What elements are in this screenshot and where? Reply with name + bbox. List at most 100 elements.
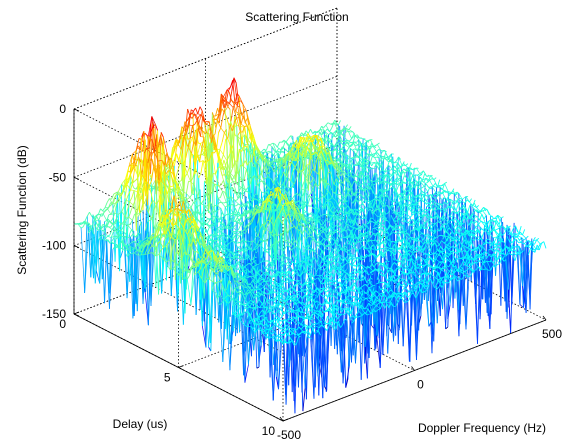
surface-mesh-line	[162, 185, 166, 204]
surface-mesh-line	[403, 162, 406, 166]
surface-mesh-line	[336, 130, 340, 135]
surface-mesh-line	[343, 144, 346, 147]
surface-mesh-line	[405, 163, 409, 166]
surface-mesh-line	[337, 141, 340, 145]
surface-mesh-line	[123, 235, 127, 240]
surface-mesh-line	[333, 158, 338, 161]
surface-mesh-line	[126, 174, 131, 246]
surface-mesh-line	[127, 223, 131, 226]
surface-mesh-line	[251, 161, 256, 167]
surface-mesh-line	[198, 124, 202, 129]
surface-mesh-line	[132, 180, 136, 184]
surface-mesh-line	[352, 152, 356, 160]
surface-mesh-line	[359, 150, 363, 159]
surface-mesh-line	[276, 141, 280, 148]
surface-mesh-line	[118, 211, 122, 215]
surface-mesh-line	[325, 138, 329, 143]
surface-mesh-line	[179, 126, 183, 143]
surface-mesh-line	[157, 161, 162, 182]
surface-mesh-line	[238, 117, 242, 125]
surface-mesh-line	[188, 152, 193, 168]
surface-mesh-line	[256, 177, 260, 181]
surface-mesh-line	[148, 212, 153, 220]
surface-mesh-line	[354, 163, 358, 166]
surface-mesh-line	[206, 200, 210, 207]
surface-mesh-line	[310, 128, 314, 134]
surface-mesh-line	[374, 144, 378, 147]
surface-mesh-line	[244, 126, 249, 148]
surface-mesh-line	[182, 190, 187, 194]
surface-mesh-line	[242, 126, 246, 133]
surface-mesh-line	[232, 187, 237, 193]
surface-mesh-line	[223, 201, 227, 204]
surface-mesh-line	[124, 224, 129, 226]
surface-mesh-line	[208, 121, 214, 140]
surface-mesh-line	[207, 193, 211, 197]
surface-mesh-line	[128, 236, 131, 239]
surface-mesh-line	[193, 201, 196, 203]
surface-mesh-line	[169, 212, 173, 217]
surface-mesh-line	[191, 141, 195, 154]
surface-mesh-line	[135, 192, 139, 200]
surface-mesh-line	[270, 142, 274, 145]
surface-mesh-line	[127, 225, 132, 230]
surface-mesh-line	[265, 158, 270, 167]
surface-mesh-line	[251, 240, 254, 243]
surface-mesh-line	[204, 180, 208, 185]
surface-mesh-line	[336, 153, 340, 156]
surface-mesh-line	[350, 131, 353, 133]
surface-mesh-line	[270, 157, 274, 159]
surface-mesh-line	[133, 241, 138, 245]
surface-mesh-line	[341, 156, 345, 164]
surface-mesh-line	[242, 160, 246, 167]
surface-mesh-line	[117, 191, 121, 195]
surface-mesh-line	[235, 192, 239, 199]
surface-mesh-line	[122, 200, 127, 251]
surface-mesh-line	[236, 148, 240, 162]
surface-mesh-line	[354, 152, 359, 158]
surface-mesh-line	[378, 149, 382, 151]
surface-mesh-line	[98, 238, 103, 240]
surface-mesh-line	[375, 196, 379, 199]
surface-mesh-line	[176, 153, 181, 163]
surface-mesh-line	[226, 116, 230, 125]
surface-mesh-line	[158, 134, 162, 148]
surface-mesh-line	[359, 137, 364, 140]
surface-mesh-line	[129, 197, 133, 203]
surface-mesh-line	[252, 194, 256, 201]
surface-mesh-line	[323, 142, 327, 145]
surface-mesh-line	[209, 192, 213, 195]
surface-mesh-line	[248, 192, 253, 201]
surface-mesh-line	[251, 175, 255, 179]
surface-mesh-line	[206, 174, 210, 185]
surface-mesh-line	[260, 173, 264, 179]
surface-mesh-line	[238, 164, 242, 175]
surface-mesh-line	[95, 220, 99, 227]
surface-mesh-line	[159, 137, 164, 221]
surface-mesh-line	[220, 154, 224, 162]
surface-mesh-line	[121, 206, 125, 212]
surface-mesh-line	[343, 135, 348, 141]
surface-mesh-line	[335, 137, 339, 144]
surface-mesh-line	[286, 152, 290, 156]
surface-mesh-line	[147, 152, 151, 164]
surface-mesh-line	[351, 156, 355, 159]
surface-mesh-line	[190, 202, 194, 208]
surface-mesh-line	[332, 155, 336, 159]
surface-mesh-line	[177, 142, 182, 150]
surface-mesh-line	[355, 134, 358, 136]
surface-mesh-line	[255, 184, 259, 187]
surface-mesh-line	[102, 234, 108, 241]
surface-mesh-line	[114, 235, 119, 238]
surface-mesh-line	[126, 216, 130, 220]
surface-mesh-line	[111, 212, 115, 215]
surface-mesh-line	[223, 180, 228, 198]
surface-mesh-line	[105, 235, 108, 239]
surface-mesh-line	[275, 177, 280, 187]
surface-mesh-line	[164, 152, 168, 166]
surface-mesh-line	[271, 166, 275, 173]
surface-mesh-line	[195, 196, 199, 202]
surface-mesh-line	[139, 131, 145, 150]
surface-mesh-line	[113, 192, 118, 195]
surface-mesh-line	[186, 167, 190, 174]
